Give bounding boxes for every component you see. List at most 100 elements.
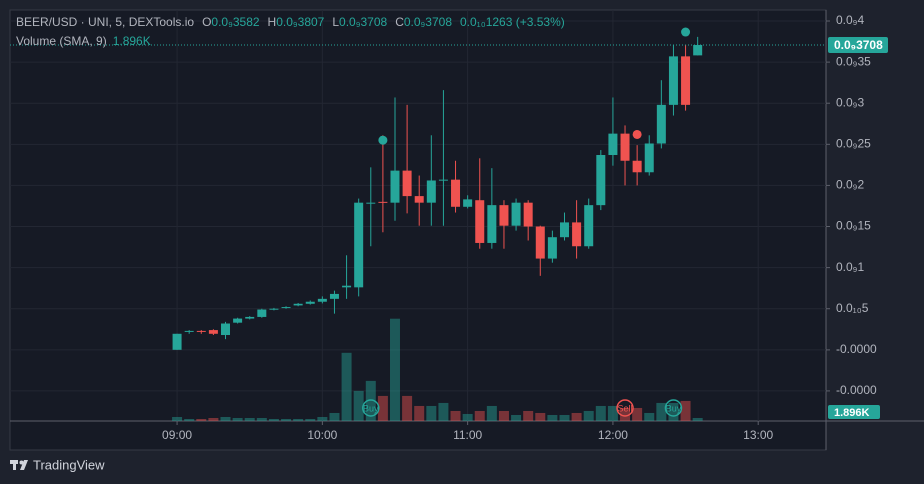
volume-legend: Volume (SMA, 9) [16, 34, 107, 48]
candle-body [632, 160, 642, 173]
candle-body [329, 293, 339, 299]
signal-dot [378, 135, 388, 145]
volume-bar [462, 413, 473, 421]
candle-body [402, 170, 412, 197]
candle-body [451, 179, 461, 207]
last-price-label: 0.0₉3708 [834, 38, 883, 52]
trade-marker-label: Buy [363, 403, 379, 413]
signal-dot [681, 27, 691, 37]
candle-body [475, 200, 485, 243]
candle-body [378, 201, 388, 203]
logo-part [20, 460, 28, 470]
ohlc-label: C [395, 15, 404, 29]
candle-body [559, 222, 569, 238]
volume-bar [486, 405, 497, 421]
ohlc-value: 0.0₉3582 [211, 15, 259, 29]
volume-bar [184, 418, 195, 421]
volume-bar [450, 410, 461, 421]
candle-body [499, 205, 509, 226]
trade-marker-label: Buy [666, 403, 682, 413]
volume-bar [244, 417, 255, 421]
candle-body [487, 205, 497, 243]
volume-bar [172, 416, 183, 421]
candle-body [196, 330, 206, 332]
volume-bar [668, 402, 679, 421]
candle-body [511, 202, 521, 226]
volume-bar [583, 410, 594, 421]
y-tick-label: 0.0₉3 [836, 95, 864, 109]
volume-bar [317, 416, 328, 421]
x-tick-label: 13:00 [743, 428, 773, 442]
volume-bar [208, 417, 219, 421]
candle-body [221, 323, 231, 336]
volume-bar [547, 414, 558, 421]
volume-bar [535, 412, 546, 421]
volume-bar [220, 416, 231, 421]
x-tick-label: 10:00 [307, 428, 337, 442]
candle-body [426, 180, 436, 203]
y-tick-label: 0.0₉4 [836, 13, 864, 27]
volume-bar [595, 405, 606, 421]
x-tick-label: 11:00 [453, 428, 482, 442]
ohlc-value: 0.0₉3807 [276, 15, 324, 29]
header: BEER/USD · UNI, 5, DEXTools.io O 0.0₉3582… [16, 15, 565, 48]
candle-body [269, 308, 279, 310]
volume-bar [474, 410, 485, 421]
candle-body [463, 199, 473, 207]
volume-bar [293, 418, 304, 421]
brand: TradingView [33, 457, 105, 472]
candle-body [342, 285, 352, 288]
candle-body [572, 222, 582, 247]
volume-bar [656, 402, 667, 421]
candle-body [523, 202, 533, 227]
y-tick-label: -0.0000 [836, 342, 877, 356]
candle-body [366, 202, 376, 204]
volume-bar [559, 414, 570, 421]
ohlc-value: 0.0₉3708 [404, 15, 452, 29]
x-tick-label: 09:00 [162, 428, 192, 442]
logo-part [13, 460, 16, 470]
candle-body [584, 205, 594, 247]
volume-bar [377, 395, 388, 421]
volume-bar [571, 412, 582, 421]
candle-body [281, 307, 291, 309]
trade-marker [616, 399, 634, 417]
volume-bar [389, 318, 400, 421]
volume-bar [281, 418, 292, 421]
candle-body [535, 226, 545, 259]
ohlc-label: O [202, 15, 211, 29]
logo-part [19, 460, 24, 465]
ohlc-label: H [268, 15, 277, 29]
candle-body [620, 133, 630, 161]
y-tick-label: -0.0000 [836, 383, 877, 397]
volume-bar [341, 352, 352, 421]
candle-body [317, 298, 327, 302]
trade-marker [362, 399, 380, 417]
brand-logo: TradingView [10, 457, 105, 472]
volume-bar [232, 417, 243, 421]
volume-bar [268, 418, 279, 421]
candle-body [172, 333, 182, 350]
volume-bar [414, 405, 425, 421]
y-tick-label: 0.0₉25 [836, 136, 871, 150]
candle-body [596, 155, 606, 206]
ohlc-value: 0.0₁₀1263 (+3.53%) [460, 15, 565, 29]
symbol: BEER/USD · UNI, 5, DEXTools.io [16, 15, 194, 29]
volume-bar [511, 414, 522, 421]
candle-body [693, 45, 703, 56]
volume-bar [680, 400, 691, 421]
candle-body [656, 104, 666, 144]
volume-bar [329, 412, 340, 421]
volume-bar [365, 380, 376, 421]
candle-body [293, 303, 303, 306]
volume-bar [523, 410, 534, 421]
last-volume-box [828, 405, 880, 419]
volume-bar [305, 418, 316, 421]
last-price-box [828, 37, 888, 54]
candle-body [245, 316, 255, 319]
volume-bar [196, 418, 207, 421]
volume-bar [438, 402, 449, 421]
candle-body [257, 309, 267, 317]
candle-body [608, 133, 618, 156]
candle-body [668, 56, 678, 105]
